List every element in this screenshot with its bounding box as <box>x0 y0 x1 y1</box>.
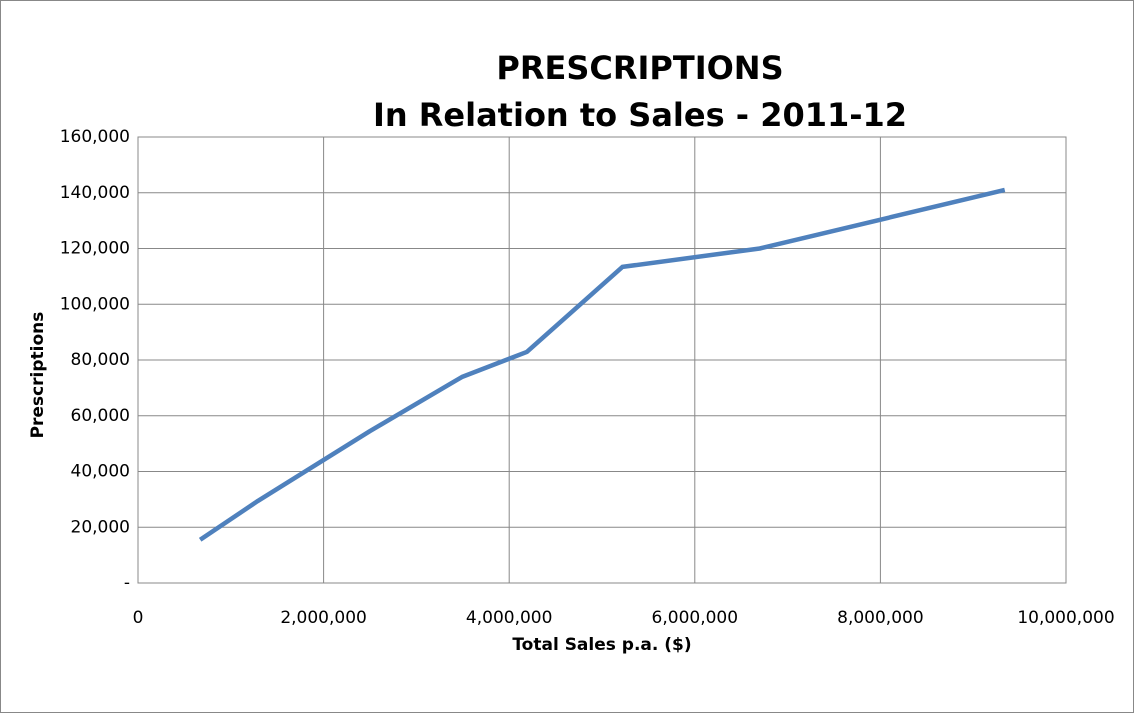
x-axis-label: Total Sales p.a. ($) <box>512 635 691 655</box>
y-tick-label: 60,000 <box>71 406 130 426</box>
x-tick-label: 10,000,000 <box>1017 608 1114 628</box>
y-tick-label: 140,000 <box>60 183 130 203</box>
y-tick-label: - <box>124 573 130 593</box>
y-tick-label: 40,000 <box>71 462 130 482</box>
y-tick-label: 160,000 <box>60 127 130 147</box>
y-tick-label: 100,000 <box>60 294 130 314</box>
y-axis-label: Prescriptions <box>28 312 48 439</box>
chart-title: PRESCRIPTIONS <box>496 49 783 87</box>
data-line <box>198 187 1006 542</box>
x-tick-label: 6,000,000 <box>652 608 739 628</box>
chart-subtitle: In Relation to Sales - 2011-12 <box>373 96 907 134</box>
x-tick-label: 4,000,000 <box>466 608 553 628</box>
y-tick-label: 20,000 <box>71 517 130 537</box>
y-tick-label: 120,000 <box>60 239 130 259</box>
y-tick-label: 80,000 <box>71 350 130 370</box>
x-tick-label: 0 <box>133 608 144 628</box>
x-tick-label: 2,000,000 <box>280 608 367 628</box>
x-tick-label: 8,000,000 <box>837 608 924 628</box>
